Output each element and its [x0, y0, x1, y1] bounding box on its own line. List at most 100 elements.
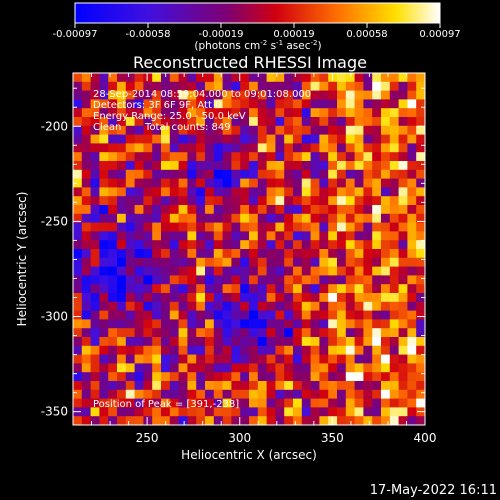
heatmap-cell — [337, 257, 347, 268]
heatmap-cell — [134, 257, 144, 268]
heatmap-cell — [257, 73, 268, 83]
heatmap-cell — [196, 381, 206, 391]
heatmap-cell — [240, 301, 250, 312]
heatmap-cell — [363, 354, 373, 364]
heatmap-cell — [416, 319, 425, 329]
heatmap-cell — [117, 99, 127, 109]
heatmap-cell — [196, 99, 206, 109]
heatmap-cell — [152, 196, 162, 206]
heatmap-cell — [328, 187, 338, 197]
heatmap-cell — [161, 205, 171, 215]
heatmap-cell — [108, 257, 118, 268]
heatmap-cell — [381, 90, 391, 100]
heatmap-cell — [134, 337, 144, 347]
heatmap-cell — [108, 187, 118, 197]
heatmap-cell — [90, 301, 100, 312]
heatmap-cell — [398, 178, 408, 188]
heatmap-cell — [240, 169, 250, 180]
heatmap-cell — [222, 99, 232, 109]
heatmap-cell — [143, 117, 153, 127]
heatmap-cell — [125, 310, 136, 320]
heatmap-cell — [389, 345, 400, 356]
heatmap-cell — [257, 354, 268, 364]
heatmap-cell — [134, 284, 144, 294]
heatmap-cell — [213, 284, 224, 294]
heatmap-cell — [161, 398, 171, 408]
heatmap-cell — [178, 231, 188, 241]
heatmap-cell — [354, 143, 364, 153]
heatmap-cell — [73, 187, 83, 197]
heatmap-cell — [310, 90, 320, 100]
heatmap-cell — [90, 231, 100, 241]
heatmap-cell — [266, 266, 276, 276]
heatmap-cell — [266, 108, 276, 118]
heatmap-cell — [407, 381, 417, 391]
heatmap-cell — [310, 363, 320, 373]
heatmap-cell — [231, 257, 241, 268]
heatmap-cell — [108, 363, 118, 373]
heatmap-cell — [293, 125, 303, 136]
heatmap-cell — [90, 249, 100, 259]
heatmap-cell — [266, 310, 276, 320]
heatmap-cell — [301, 389, 312, 400]
heatmap-cell — [389, 257, 400, 268]
heatmap-cell — [389, 328, 400, 338]
heatmap-cell — [293, 240, 303, 250]
heatmap-cell — [169, 301, 180, 312]
heatmap-cell — [99, 222, 109, 232]
heatmap-cell — [381, 81, 391, 92]
heatmap-cell — [310, 108, 320, 118]
heatmap-cell — [108, 134, 118, 144]
heatmap-cell — [143, 143, 153, 153]
heatmap-cell — [372, 416, 382, 425]
heatmap-cell — [222, 81, 232, 92]
heatmap-cell — [143, 178, 153, 188]
heatmap-cell — [125, 117, 136, 127]
heatmap-cell — [213, 152, 224, 162]
heatmap-cell — [275, 275, 285, 285]
y-tick-label: -200 — [41, 119, 68, 133]
heatmap-cell — [152, 222, 162, 232]
heatmap-cell — [187, 328, 197, 338]
heatmap-cell — [231, 398, 241, 408]
heatmap-cell — [363, 319, 373, 329]
heatmap-cell — [275, 117, 285, 127]
heatmap-cell — [196, 266, 206, 276]
heatmap-cell — [284, 81, 294, 92]
heatmap-cell — [178, 389, 188, 400]
heatmap-cell — [196, 293, 206, 303]
heatmap-cell — [372, 407, 382, 417]
heatmap-cell — [125, 81, 136, 92]
heatmap-cell — [108, 381, 118, 391]
heatmap-cell — [99, 257, 109, 268]
heatmap-cell — [398, 81, 408, 92]
heatmap-cell — [398, 284, 408, 294]
heatmap-cell — [213, 337, 224, 347]
heatmap-cell — [363, 372, 373, 382]
heatmap-cell — [389, 407, 400, 417]
heatmap-cell — [363, 284, 373, 294]
heatmap-cell — [381, 178, 391, 188]
heatmap-cell — [205, 205, 215, 215]
heatmap-cell — [381, 398, 391, 408]
heatmap-cell — [310, 372, 320, 382]
heatmap-cell — [81, 249, 92, 259]
heatmap-cell — [363, 134, 373, 144]
heatmap-cell — [319, 407, 329, 417]
heatmap-cell — [99, 249, 109, 259]
heatmap-cell — [90, 372, 100, 382]
heatmap-cell — [389, 319, 400, 329]
heatmap-cell — [213, 73, 224, 83]
heatmap-cell — [240, 389, 250, 400]
heatmap-cell — [161, 73, 171, 83]
heatmap-cell — [99, 161, 109, 171]
heatmap-cell — [293, 117, 303, 127]
heatmap-cell — [169, 161, 180, 171]
heatmap-cell — [231, 354, 241, 364]
heatmap-cell — [337, 108, 347, 118]
heatmap-cell — [345, 90, 356, 100]
heatmap-cell — [398, 161, 408, 171]
heatmap-cell — [310, 275, 320, 285]
heatmap-cell — [293, 169, 303, 180]
heatmap-cell — [354, 90, 364, 100]
